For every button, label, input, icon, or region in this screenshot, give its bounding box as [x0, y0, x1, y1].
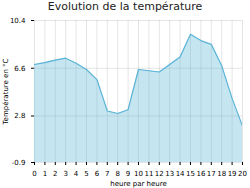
svg-text:15: 15: [186, 170, 195, 178]
svg-text:10.4: 10.4: [10, 17, 26, 25]
svg-text:6.6: 6.6: [14, 64, 26, 72]
svg-text:0: 0: [32, 170, 36, 178]
svg-text:heure par heure: heure par heure: [110, 180, 166, 188]
svg-text:1: 1: [43, 170, 47, 178]
svg-text:12: 12: [155, 170, 164, 178]
svg-text:-0.9: -0.9: [12, 159, 26, 167]
svg-text:9: 9: [126, 170, 130, 178]
svg-text:2: 2: [53, 170, 57, 178]
svg-text:2.8: 2.8: [14, 112, 25, 120]
svg-text:11: 11: [144, 170, 153, 178]
svg-text:14: 14: [176, 170, 185, 178]
svg-text:5: 5: [84, 170, 88, 178]
svg-text:16: 16: [196, 170, 205, 178]
svg-text:Température en °C: Température en °C: [2, 58, 10, 125]
svg-text:6: 6: [95, 170, 100, 178]
svg-text:20: 20: [238, 170, 247, 178]
svg-text:13: 13: [165, 170, 174, 178]
svg-text:19: 19: [228, 170, 237, 178]
svg-text:18: 18: [217, 170, 226, 178]
svg-text:17: 17: [207, 170, 216, 178]
svg-text:10: 10: [134, 170, 143, 178]
svg-text:8: 8: [115, 170, 119, 178]
svg-text:3: 3: [63, 170, 67, 178]
html-text:Evolution de la température: Evolution de la température: [47, 0, 203, 13]
svg-text:7: 7: [105, 170, 109, 178]
svg-text:4: 4: [74, 170, 79, 178]
